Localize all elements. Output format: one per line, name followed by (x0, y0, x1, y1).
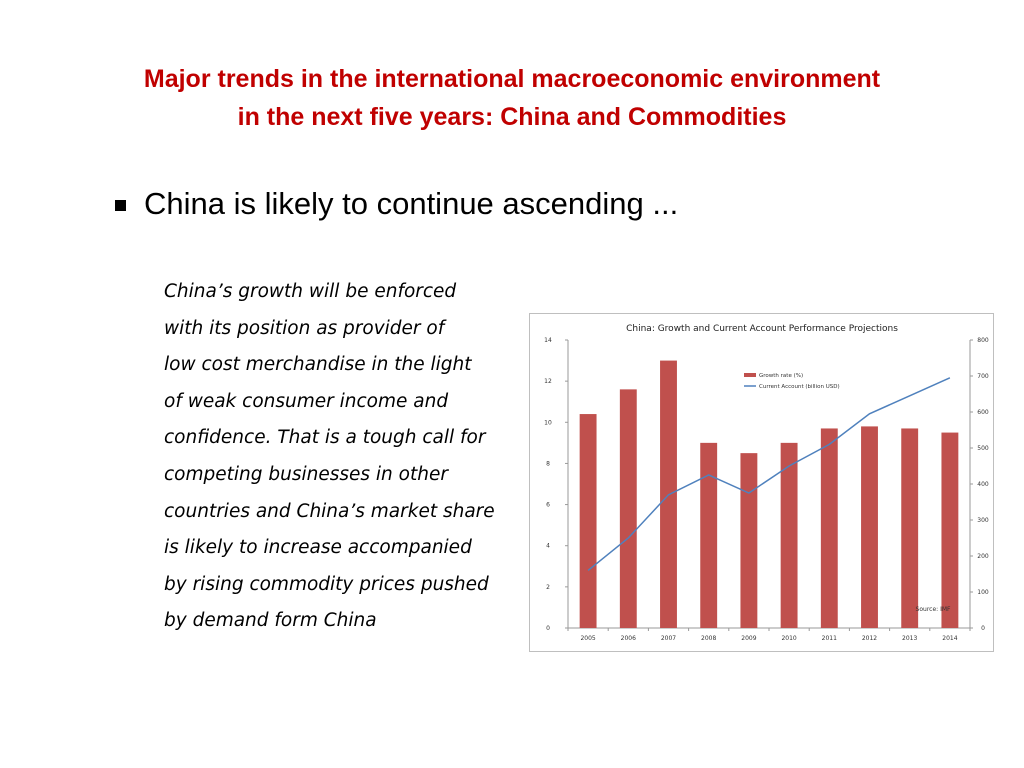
body-line: China’s growth will be enforced (164, 281, 457, 302)
slide-title-line-1: Major trends in the international macroe… (143, 65, 881, 93)
right-tick-label: 600 (977, 409, 989, 416)
legend-swatch-growth (744, 373, 756, 377)
growth-bar (820, 428, 838, 628)
left-tick-label: 6 (546, 502, 550, 509)
growth-bar (700, 442, 718, 628)
x-tick-label: 2010 (781, 635, 796, 642)
right-tick-label: 100 (977, 589, 989, 596)
body-line: of weak consumer income and (164, 390, 449, 412)
x-tick-label: 2008 (701, 635, 716, 642)
left-tick-label: 4 (546, 543, 550, 550)
body-line: by demand form China (164, 610, 377, 632)
right-tick-label: 300 (977, 517, 989, 524)
x-tick-label: 2007 (661, 635, 676, 642)
body-line: confidence. That is a tough call for (164, 427, 486, 449)
x-tick-label: 2012 (862, 635, 877, 642)
chart-source-label: Source: IMF (916, 606, 951, 613)
chart-title: China: Growth and Current Account Perfor… (626, 324, 898, 334)
bullet-point: China is likely to continue ascending ..… (115, 186, 678, 222)
growth-bar (861, 426, 878, 628)
left-tick-label: 8 (546, 460, 550, 467)
body-line: is likely to increase accompanied (164, 537, 472, 559)
body-line: competing businesses in other (164, 463, 448, 485)
plot-area: 0 2 4 6 8 10 12 14 0 100 200 300 400 500 600 700 800 2005… (544, 337, 989, 642)
legend-label-growth: Growth rate (%) (759, 373, 803, 379)
left-tick-label: 10 (544, 419, 552, 426)
growth-bar (941, 432, 959, 628)
x-tick-label: 2013 (902, 635, 917, 642)
x-tick-label: 2006 (621, 635, 636, 642)
left-tick-label: 0 (546, 625, 550, 632)
growth-bar (901, 428, 919, 628)
slide-title-line-2: in the next five years: China and Commod… (237, 103, 787, 131)
right-tick-label: 700 (977, 373, 989, 380)
right-tick-label: 800 (977, 337, 989, 344)
body-line: countries and China’s market share (164, 500, 495, 522)
left-tick-label: 14 (544, 337, 552, 344)
legend-label-current-account: Current Account (billion USD) (759, 384, 840, 390)
body-line: with its position as provider of (164, 317, 445, 339)
growth-current-account-chart: China: Growth and Current Account Perfor… (529, 313, 994, 652)
left-tick-label: 12 (544, 378, 552, 385)
slide-title: Major trends in the international macroe… (40, 60, 984, 136)
square-bullet-icon (115, 199, 126, 211)
right-tick-label: 200 (977, 553, 989, 560)
growth-bar (619, 389, 637, 628)
x-tick-label: 2011 (822, 635, 837, 642)
body-line: low cost merchandise in the light (164, 354, 472, 376)
left-tick-label: 2 (546, 584, 550, 591)
current-account-line (587, 377, 951, 571)
chart-svg: China: Growth and Current Account Perfor… (544, 324, 989, 642)
right-tick-label: 400 (977, 481, 989, 488)
x-tick-label: 2014 (942, 635, 957, 642)
bullet-text: China is likely to continue ascending ..… (144, 186, 679, 221)
body-line: by rising commodity prices pushed (164, 573, 489, 595)
right-tick-label: 500 (977, 445, 989, 452)
x-tick-label: 2005 (580, 635, 595, 642)
growth-bar (780, 442, 798, 628)
growth-bar (740, 453, 758, 628)
right-tick-label: 0 (981, 625, 985, 632)
x-tick-label: 2009 (741, 635, 756, 642)
body-paragraph: China’s growth will be enforced with its… (164, 274, 534, 640)
growth-bar (579, 414, 597, 628)
